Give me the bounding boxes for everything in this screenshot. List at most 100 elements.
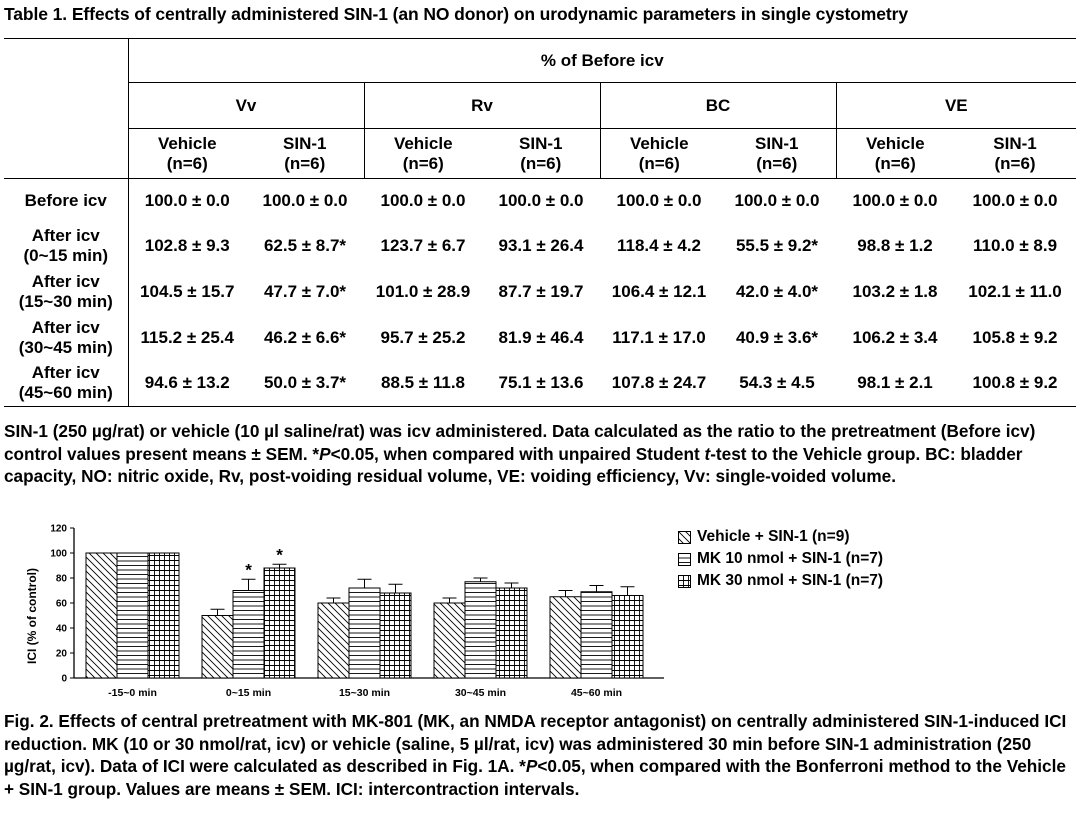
bar (379, 592, 412, 679)
x-tick-label: -15~0 min (108, 687, 157, 699)
sub-header: SIN-1 (n=6) (954, 128, 1077, 179)
row-label-line: (45~60 min) (18, 383, 113, 403)
table-cell: 47.7 ± 7.0* (263, 281, 347, 301)
table-cell: 81.9 ± 46.4 (498, 327, 584, 347)
table-cell: 100.0 ± 0.0 (972, 190, 1058, 210)
y-tick-label: 40 (56, 624, 68, 635)
bar (232, 590, 265, 679)
sub-header-line: SIN-1 (283, 133, 327, 153)
legend-label: Vehicle + SIN-1 (n=9) (697, 528, 850, 545)
corner-cell-2 (4, 82, 129, 129)
table-cell: 106.4 ± 12.1 (611, 281, 707, 301)
row-label: After icv (45~60 min) (4, 360, 129, 407)
table-cell: 62.5 ± 8.7* (263, 235, 347, 255)
table-cell: 100.0 ± 0.0 (262, 190, 348, 210)
sub-header: SIN-1 (n=6) (718, 128, 837, 179)
x-tick-label: 45~60 min (571, 687, 622, 699)
sub-header-line: (n=6) (874, 153, 916, 173)
legend-item: MK 10 nmol + SIN-1 (n=7) (678, 548, 883, 570)
bar (201, 615, 234, 679)
bar (549, 596, 582, 679)
table-cell: 100.8 ± 9.2 (954, 360, 1077, 407)
table-cell: 100.0 ± 0.0 (616, 190, 702, 210)
sub-header-line: (n=6) (166, 153, 208, 173)
sub-header-line: Vehicle (393, 133, 453, 153)
table-row: After icv (0~15 min) 102.8 ± 9.3 62.5 ± 8.7… (4, 222, 1076, 269)
group-header: Vv (128, 82, 365, 129)
legend-swatch (678, 530, 691, 544)
bar (464, 581, 497, 679)
legend-label: MK 30 nmol + SIN-1 (n=7) (697, 572, 884, 589)
bar (495, 587, 528, 679)
bar (317, 602, 350, 679)
table-cell: 100.0 ± 0.0 (852, 190, 938, 210)
row-label: After icv (30~45 min) (4, 314, 129, 361)
sub-header-line: (n=6) (520, 153, 562, 173)
table-cell: 75.1 ± 13.6 (482, 360, 600, 407)
sub-header: Vehicle (n=6) (364, 128, 482, 179)
table-cell: 42.0 ± 4.0* (735, 281, 819, 301)
table-cell: 55.5 ± 9.2* (735, 235, 819, 255)
sub-header-line: Vehicle (629, 133, 689, 153)
y-tick-label: 60 (56, 599, 68, 610)
row-label-line: (15~30 min) (18, 291, 113, 311)
sub-header-line: (n=6) (638, 153, 680, 173)
data-table: % of Before icv Vv Rv BC VE Vehicle (n=6)… (4, 38, 1077, 407)
super-header: % of Before icv (128, 38, 1077, 83)
table-title: Table 1. Effects of centrally administer… (4, 4, 908, 24)
sub-header-line: (n=6) (402, 153, 444, 173)
sub-header-line: (n=6) (994, 153, 1036, 173)
x-tick-label: 0~15 min (226, 687, 271, 699)
corner-cell-3 (4, 128, 129, 179)
row-label: After icv (15~30 min) (4, 268, 129, 315)
sub-header: SIN-1 (n=6) (482, 128, 601, 179)
corner-cell (4, 38, 129, 83)
sub-header-line: SIN-1 (755, 133, 799, 153)
bar (348, 587, 381, 679)
sub-header-line: Vehicle (865, 133, 925, 153)
group-header: Rv (364, 82, 601, 129)
sub-header-line: Vehicle (157, 133, 217, 153)
table-cell: 95.7 ± 25.2 (380, 327, 466, 347)
legend-swatch (678, 574, 691, 588)
bar (433, 602, 466, 679)
group-header: BC (600, 82, 837, 129)
legend-item: MK 30 nmol + SIN-1 (n=7) (678, 570, 883, 592)
row-label-line: (0~15 min) (23, 245, 109, 265)
table-cell: 102.8 ± 9.3 (144, 235, 230, 255)
sub-header: Vehicle (n=6) (836, 128, 954, 179)
bar (580, 591, 613, 679)
table-cell: 115.2 ± 25.4 (140, 327, 234, 347)
table-cell: 87.7 ± 19.7 (498, 281, 584, 301)
sub-header: Vehicle (n=6) (128, 128, 246, 179)
table-cell: 93.1 ± 26.4 (498, 235, 584, 255)
table-cell: 107.8 ± 24.7 (600, 360, 718, 407)
table-cell: 50.0 ± 3.7* (246, 360, 364, 407)
row-label-line: After icv (31, 363, 100, 383)
sub-header: SIN-1 (n=6) (246, 128, 365, 179)
sub-header-line: (n=6) (284, 153, 326, 173)
sub-header-line: (n=6) (756, 153, 798, 173)
table-cell: 40.9 ± 3.6* (735, 327, 819, 347)
row-label: Before icv (4, 178, 129, 223)
table-cell: 98.8 ± 1.2 (857, 235, 933, 255)
x-tick-label: 15~30 min (339, 687, 390, 699)
row-label-line: After icv (31, 317, 100, 337)
table-cell: 102.1 ± 11.0 (968, 281, 1062, 301)
table-cell: 103.2 ± 1.8 (852, 281, 938, 301)
table-cell: 105.8 ± 9.2 (972, 327, 1058, 347)
bar (263, 567, 296, 679)
table-cell: 54.3 ± 4.5 (718, 360, 836, 407)
bar (147, 552, 180, 679)
row-label-line: Before icv (24, 190, 107, 210)
group-header: VE (836, 82, 1077, 129)
bar (85, 552, 118, 679)
table-cell: 110.0 ± 8.9 (973, 235, 1058, 255)
sub-header-line: SIN-1 (993, 133, 1037, 153)
table-cell: 104.5 ± 15.7 (140, 281, 235, 301)
table-note: SIN-1 (250 µg/rat) or vehicle (10 µl sal… (4, 421, 1036, 486)
table-cell: 106.2 ± 3.4 (852, 327, 938, 347)
table-cell: 100.0 ± 0.0 (498, 190, 584, 210)
table-cell: 88.5 ± 11.8 (364, 360, 482, 407)
table-cell: 117.1 ± 17.0 (612, 327, 706, 347)
